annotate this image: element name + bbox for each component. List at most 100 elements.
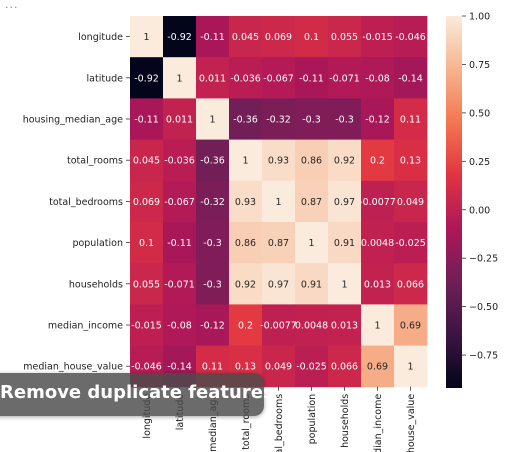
heatmap-cells: [130, 16, 428, 388]
heatmap-cell-median_income-longitude: [130, 304, 164, 346]
cell-annotation: -0.025: [296, 362, 327, 373]
cell-annotation: 0.066: [397, 279, 424, 290]
colorbar-tick-label: −0.75: [469, 351, 498, 362]
heatmap-cell-median_income-total_rooms: [229, 304, 263, 346]
cell-annotation: -0.015: [362, 32, 393, 43]
cell-output-ellipsis[interactable]: ...: [5, 0, 19, 11]
cell-annotation: 0.93: [235, 197, 256, 208]
cell-annotation: 1: [143, 32, 149, 43]
heatmap-cell-total_rooms-total_rooms: [229, 139, 263, 182]
cell-annotation: -0.046: [131, 362, 162, 373]
heatmap-cell-population-total_bedrooms: [262, 222, 296, 264]
heatmap-cell-population-median_income: [361, 222, 395, 264]
heatmap-cell-households-latitude: [163, 263, 197, 305]
cell-annotation: 0.91: [301, 279, 322, 290]
heatmap-cell-total_bedrooms-total_rooms: [229, 180, 263, 223]
cell-annotation: 1: [374, 321, 380, 332]
heatmap-cell-housing_median_age-median_income: [361, 98, 395, 140]
heatmap-cell-population-households: [328, 222, 362, 264]
heatmap-cell-median_income-population: [295, 304, 329, 346]
heatmap-cell-households-longitude: [130, 263, 164, 305]
colorbar-gradient: [446, 16, 462, 388]
heatmap-cell-households-total_rooms: [229, 263, 263, 305]
cell-annotation: -0.3: [203, 279, 222, 290]
x-tick-label-population: population: [307, 394, 318, 445]
heatmap-cell-latitude-total_bedrooms: [262, 57, 296, 99]
colorbar-tick-label: −0.25: [469, 254, 498, 265]
heatmap-cell-households-median_house_value: [394, 263, 428, 305]
cell-annotation: 0.92: [334, 156, 355, 167]
heatmap-cell-households-median_income: [361, 263, 395, 305]
cell-annotation: 1: [209, 115, 215, 126]
heatmap-cell-total_bedrooms-median_income: [361, 180, 395, 223]
cell-annotation: 1: [176, 73, 182, 84]
cell-annotation: -0.36: [233, 115, 258, 126]
cell-annotation: 0.13: [235, 362, 256, 373]
heatmap-cell-total_bedrooms-longitude: [130, 180, 164, 223]
cell-annotation: 0.045: [232, 32, 259, 43]
colorbar-tick-label: 0.00: [469, 205, 490, 216]
cell-annotation: 0.69: [367, 362, 388, 373]
y-tick-label-total_bedrooms: total_bedrooms: [49, 197, 123, 208]
cell-annotation: 0.055: [331, 32, 358, 43]
heatmap-cell-median_income-housing_median_age: [196, 304, 230, 346]
cell-annotation: 0.0048: [295, 321, 328, 332]
cell-annotation: -0.92: [167, 32, 192, 43]
heatmap-cell-median_house_value-median_house_value: [394, 345, 428, 388]
cell-annotation: 1: [407, 362, 413, 373]
cell-annotation: 1: [308, 238, 314, 249]
cell-annotation: -0.08: [365, 73, 390, 84]
cell-annotation: 0.066: [331, 362, 358, 373]
heatmap-cell-total_rooms-latitude: [163, 139, 197, 182]
heatmap-cell-median_income-median_house_value: [394, 304, 428, 346]
cell-annotation: 0.2: [238, 321, 253, 332]
cell-annotation: 0.69: [400, 321, 421, 332]
heatmap-cell-population-total_rooms: [229, 222, 263, 264]
heatmap-cell-total_bedrooms-latitude: [163, 180, 197, 223]
y-tick-label-median_house_value: median_house_value: [23, 362, 123, 373]
heatmap-cell-median_house_value-population: [295, 345, 329, 388]
heatmap-cell-total_bedrooms-households: [328, 180, 362, 223]
heatmap-annotations: 1 -0.92 -0.11 0.045 0.069 0.1 0.055 -0.015 -0.04…: [131, 32, 426, 373]
heatmap-cell-population-median_house_value: [394, 222, 428, 264]
heatmap-cell-longitude-total_rooms: [229, 16, 263, 58]
heatmap-cell-median_income-households: [328, 304, 362, 346]
heatmap-cell-latitude-median_house_value: [394, 57, 428, 99]
y-tick-label-population: population: [72, 238, 123, 249]
heatmap-cell-housing_median_age-total_bedrooms: [262, 98, 296, 140]
colorbar-tick-label: −0.50: [469, 302, 498, 313]
cell-annotation: -0.14: [167, 362, 192, 373]
heatmap-cell-longitude-median_income: [361, 16, 395, 58]
cell-annotation: 0.069: [133, 197, 160, 208]
cell-annotation: 0.97: [334, 197, 355, 208]
y-tick-label-longitude: longitude: [78, 32, 123, 43]
heatmap-cell-total_rooms-longitude: [130, 139, 164, 182]
x-tick-label-median_house_value: median_house_value: [406, 394, 417, 452]
heatmap-cell-median_house_value-households: [328, 345, 362, 388]
cell-annotation: -0.025: [395, 238, 426, 249]
x-tick-label-total_rooms: total_rooms: [241, 394, 252, 450]
cell-annotation: -0.036: [230, 73, 261, 84]
y-tick-label-total_rooms: total_rooms: [67, 156, 123, 167]
heatmap-cell-longitude-latitude: [163, 16, 197, 58]
cell-annotation: -0.12: [365, 115, 390, 126]
heatmap-cell-longitude-median_house_value: [394, 16, 428, 58]
colorbar-tick-label: 1.00: [469, 12, 490, 23]
colorbar-tick-label: 0.25: [469, 157, 490, 168]
cell-annotation: -0.08: [167, 321, 192, 332]
cell-annotation: 0.11: [202, 362, 223, 373]
heatmap-cell-latitude-median_income: [361, 57, 395, 99]
cell-annotation: 0.055: [133, 279, 160, 290]
heatmap-cell-households-households: [328, 263, 362, 305]
cell-annotation: 0.013: [364, 279, 391, 290]
x-tick-label-housing_median_age: housing_median_age: [208, 394, 219, 452]
heatmap-cell-total_rooms-median_house_value: [394, 139, 428, 182]
heatmap-cell-population-latitude: [163, 222, 197, 264]
y-axis-ticks: longitude latitude housing_median_agetotal…: [23, 32, 130, 373]
cell-annotation: 0.11: [400, 115, 421, 126]
cell-annotation: -0.32: [266, 115, 291, 126]
cell-annotation: -0.11: [200, 32, 225, 43]
heatmap-cell-latitude-latitude: [163, 57, 197, 99]
cell-annotation: 0.0048: [361, 238, 394, 249]
cell-annotation: -0.36: [200, 156, 225, 167]
